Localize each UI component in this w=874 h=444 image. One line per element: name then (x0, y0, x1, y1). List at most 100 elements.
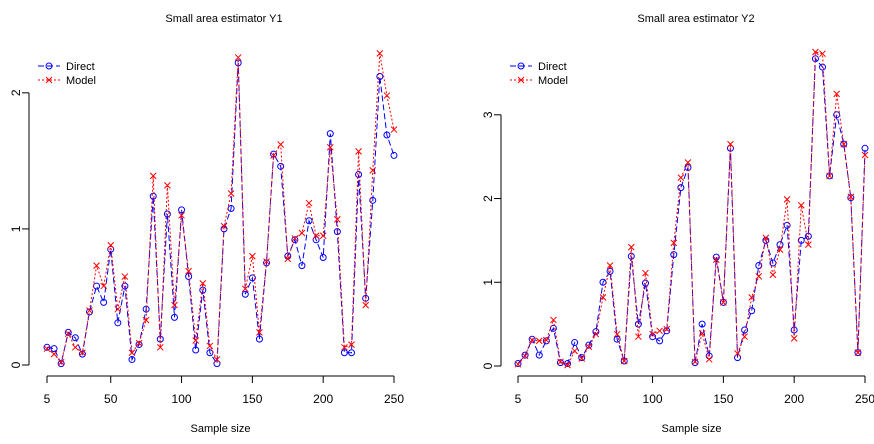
model-point (178, 211, 185, 219)
model-point (599, 293, 607, 301)
direct-series-line (517, 57, 866, 365)
direct-series-line (46, 62, 395, 366)
model-point (550, 316, 557, 324)
direct-point (819, 63, 827, 71)
model-point (164, 182, 171, 189)
direct-point (142, 305, 150, 313)
direct-point (163, 210, 171, 218)
model-point (727, 140, 734, 148)
model-point (64, 330, 72, 338)
model-point (348, 341, 355, 348)
direct-point (698, 320, 706, 328)
direct-point (326, 130, 334, 138)
legend-direct-marker (517, 62, 525, 70)
direct-point (71, 334, 79, 342)
model-point (256, 328, 263, 336)
model-point (698, 329, 706, 337)
direct-point (606, 267, 614, 275)
model-point (557, 358, 564, 366)
direct-point (340, 349, 348, 357)
legend: Direct Model (38, 61, 96, 87)
direct-point (549, 324, 557, 332)
direct-point (270, 150, 278, 158)
y-tick-label: 0 (9, 361, 23, 368)
model-point (705, 355, 713, 363)
model-point (635, 333, 642, 341)
direct-point (641, 279, 649, 287)
model-series-line (46, 53, 395, 364)
x-tick-label: 200 (784, 392, 804, 406)
model-point (263, 258, 270, 265)
model-point (142, 316, 150, 324)
model-point (50, 350, 58, 358)
direct-point (78, 350, 86, 358)
x-axis-label: Sample size (191, 423, 251, 435)
model-point (755, 273, 763, 280)
direct-point (248, 274, 256, 282)
model-point (355, 147, 362, 155)
model-point (149, 172, 157, 180)
model-point (790, 335, 798, 342)
model-point (819, 50, 826, 58)
legend-direct-label: Direct (538, 61, 567, 73)
y-tick-label: 3 (481, 111, 495, 118)
direct-point (390, 151, 398, 159)
y-tick-label: 1 (481, 279, 495, 286)
chart-panel-2: Small area estimator Y2 5 50 100 150 200 250 Sa… (481, 13, 874, 435)
x-tick-label: 5 (44, 392, 51, 406)
x-axis-label: Sample size (662, 423, 722, 435)
model-point (135, 339, 143, 347)
legend: Direct Model (510, 61, 568, 87)
x-tick-label: 150 (713, 392, 733, 406)
direct-point (755, 262, 763, 270)
model-point (677, 174, 685, 181)
direct-point (121, 282, 129, 290)
model-point (369, 167, 377, 174)
direct-point (535, 351, 543, 359)
model-point (734, 350, 741, 357)
model-point (270, 152, 277, 159)
model-point (312, 232, 320, 240)
model-point (861, 151, 869, 159)
model-point (620, 357, 628, 365)
y-tick-label: 0 (481, 362, 495, 369)
direct-point (135, 341, 143, 349)
direct-point (50, 345, 58, 353)
x-tick-label: 50 (575, 392, 589, 406)
direct-point (277, 162, 285, 170)
model-point (185, 267, 192, 275)
model-point (305, 199, 313, 207)
model-point (362, 301, 370, 309)
direct-point (783, 221, 791, 229)
model-point (156, 343, 164, 351)
model-point (71, 343, 79, 351)
chart-title: Small area estimator Y2 (637, 13, 754, 25)
legend-model-marker (45, 76, 53, 84)
model-point (670, 239, 678, 247)
model-point (854, 349, 862, 356)
direct-point (790, 326, 798, 334)
model-point (128, 349, 136, 357)
model-point (840, 140, 848, 148)
y-tick-label: 2 (9, 89, 23, 96)
x-tick-label: 50 (104, 392, 118, 406)
legend-model-label: Model (66, 75, 96, 87)
direct-point (634, 320, 642, 328)
y-tick-label: 1 (9, 225, 23, 232)
direct-point (861, 144, 869, 152)
x-tick-label: 5 (515, 392, 522, 406)
model-point (748, 293, 756, 301)
model-point (833, 90, 841, 98)
model-point (592, 330, 600, 338)
model-point (241, 285, 249, 293)
model-point (542, 336, 550, 344)
direct-point (149, 192, 157, 200)
legend-direct-label: Direct (66, 61, 95, 73)
chart-title: Small area estimator Y1 (165, 13, 282, 25)
y-tick-label: 2 (481, 195, 495, 202)
direct-point (355, 170, 363, 178)
direct-point (305, 217, 313, 225)
model-point (663, 325, 671, 333)
direct-point (734, 354, 742, 362)
